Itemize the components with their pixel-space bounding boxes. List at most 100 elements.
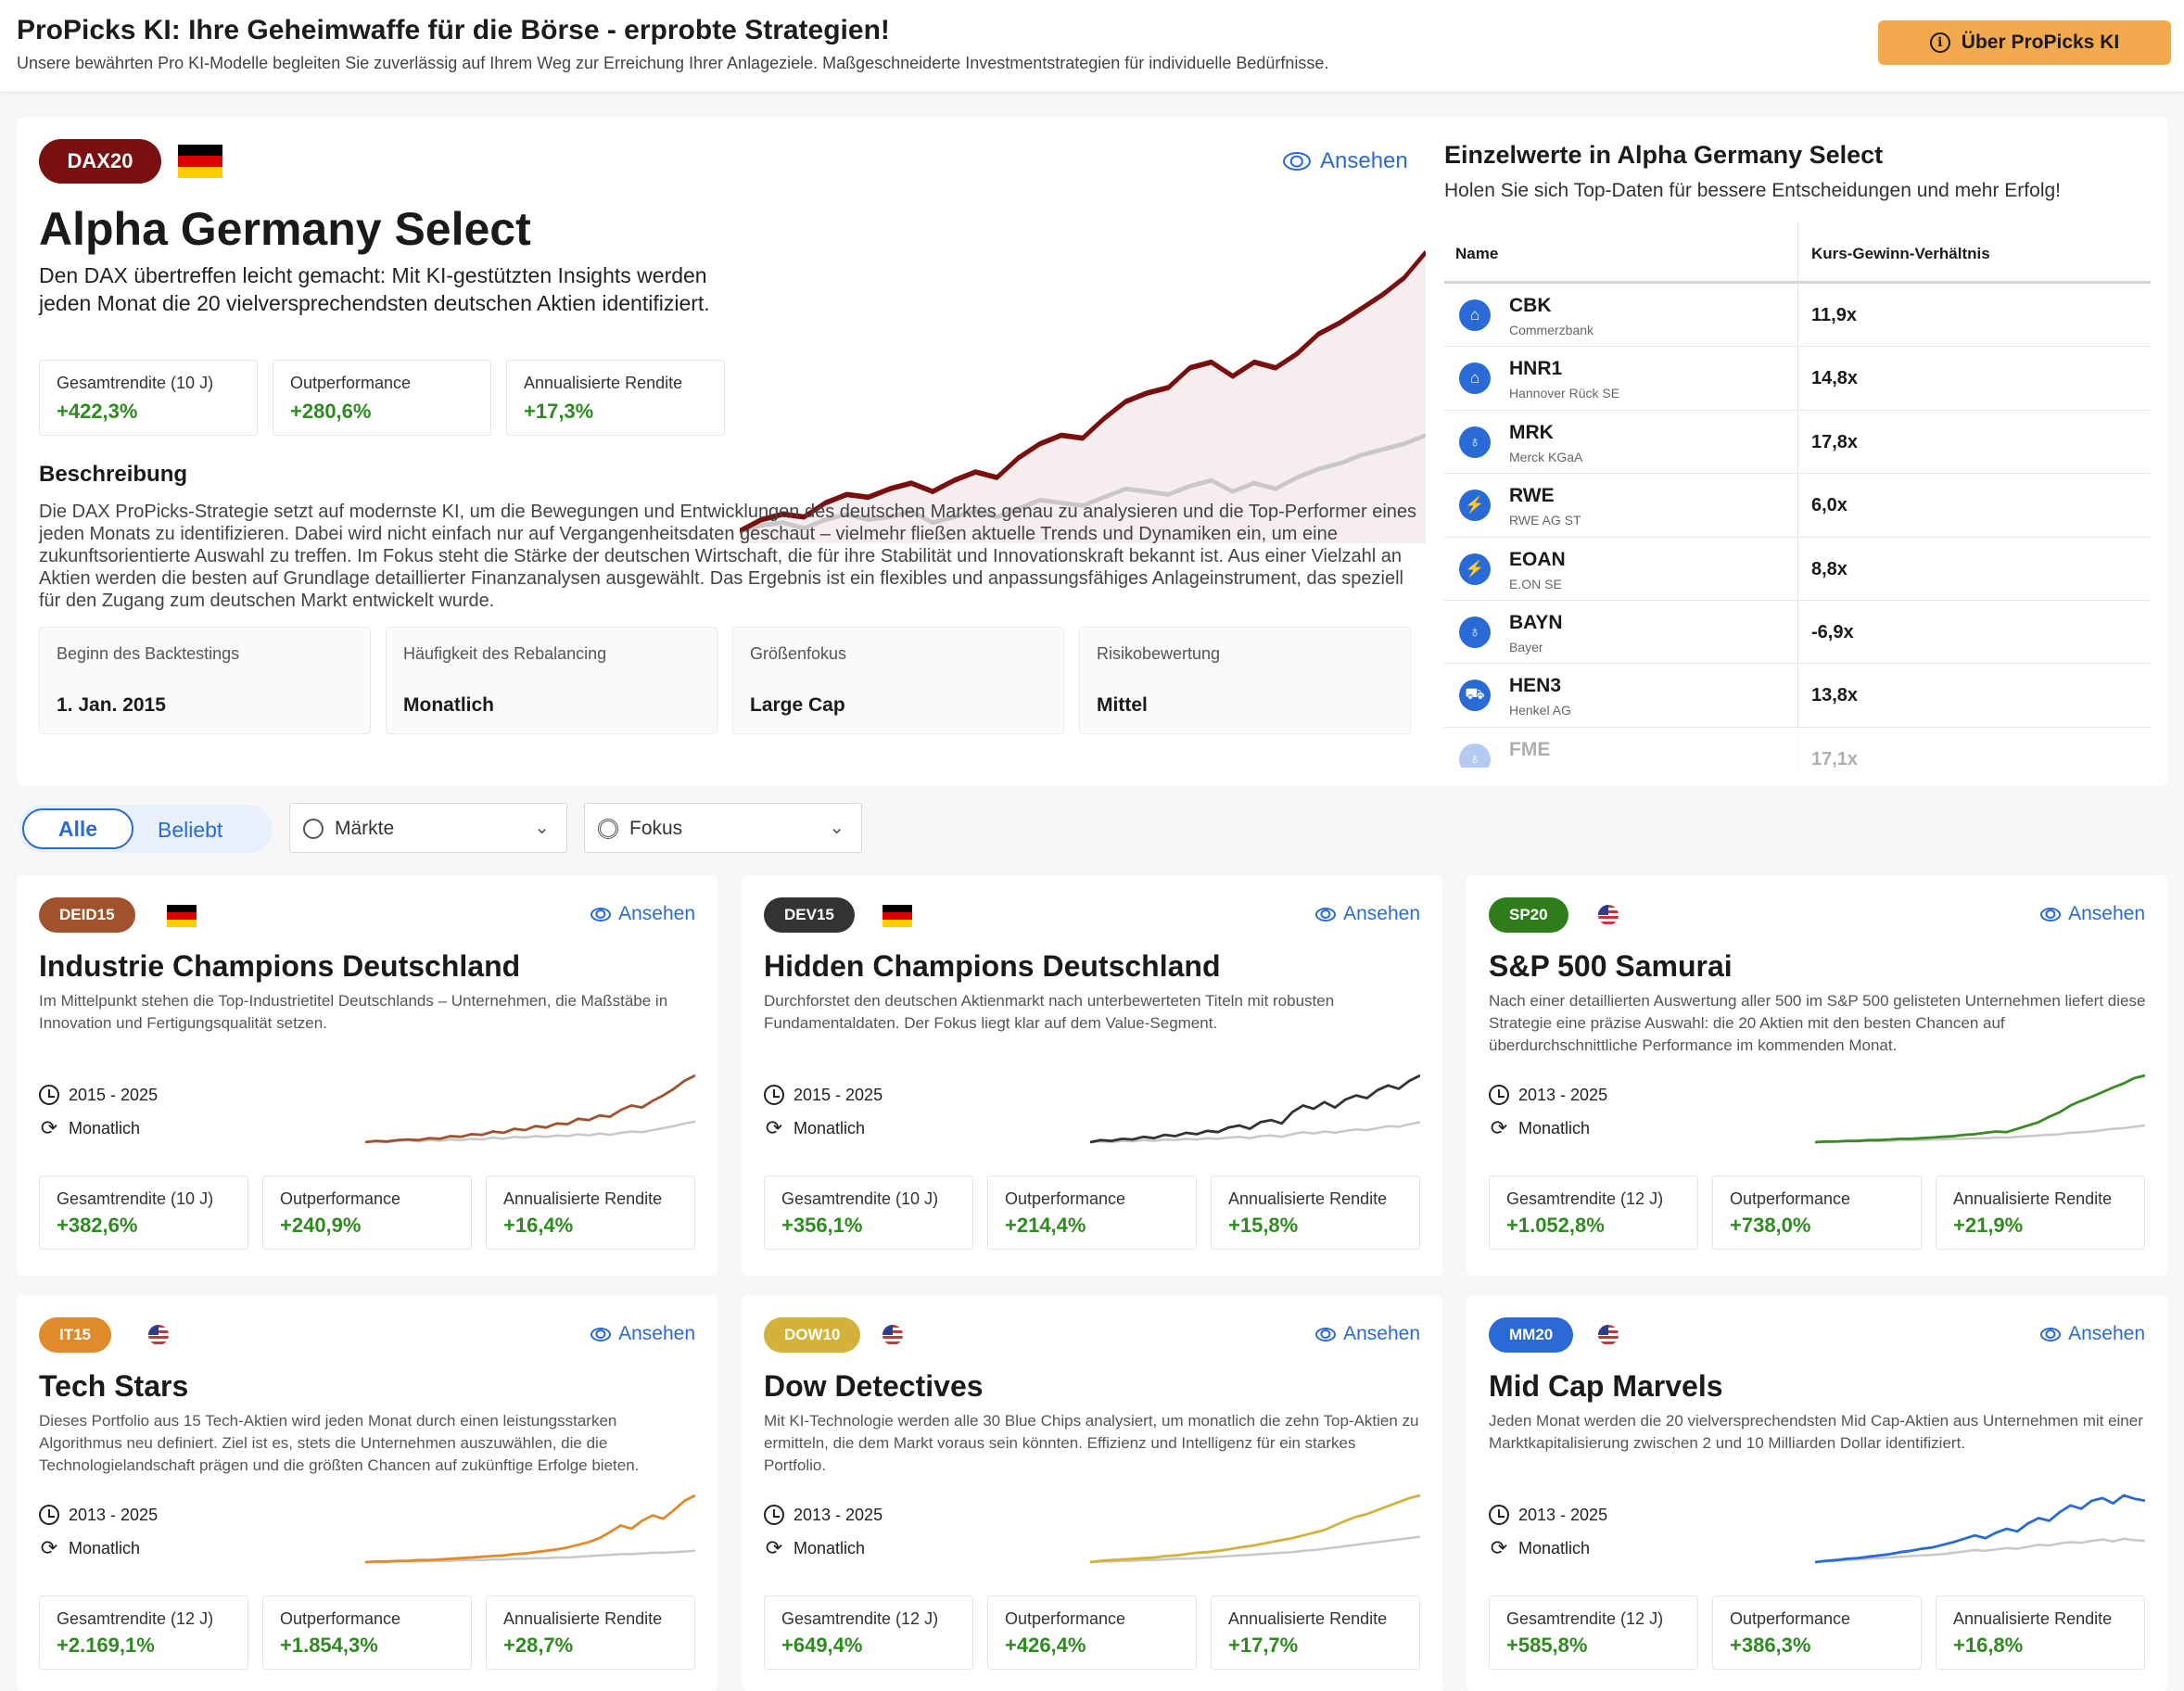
- strategy-card[interactable]: DEV15 Ansehen Hidden Champions Deutschland…: [742, 875, 1442, 1276]
- card-title[interactable]: Hidden Champions Deutschland: [764, 949, 1221, 983]
- info-value: Large Cap: [750, 694, 845, 716]
- stat-box: Gesamtrendite (12 J) +2.169,1%: [39, 1596, 248, 1670]
- stat-value: +426,4%: [1005, 1634, 1086, 1657]
- view-button[interactable]: Ansehen: [1315, 903, 1420, 925]
- refresh-icon: ⟳: [40, 1536, 58, 1559]
- view-button[interactable]: Ansehen: [2040, 903, 2145, 925]
- germany-flag-icon: [882, 905, 912, 927]
- info-value: Mittel: [1097, 694, 1148, 716]
- info-label: Häufigkeit des Rebalancing: [403, 644, 607, 663]
- card-description: Im Mittelpunkt stehen die Top-Industriet…: [39, 992, 668, 1032]
- table-row[interactable]: ♁ FME 17,1x: [1444, 727, 2151, 768]
- view-button[interactable]: Ansehen: [2040, 1323, 2145, 1345]
- column-divider: [1797, 284, 1798, 347]
- info-icon: i: [1929, 32, 1950, 53]
- period-row: 2013 - 2025: [764, 1505, 882, 1525]
- period-text: 2015 - 2025: [794, 1085, 883, 1104]
- card-title[interactable]: Industrie Champions Deutschland: [39, 949, 521, 983]
- ticker-symbol[interactable]: HNR1: [1509, 358, 1563, 380]
- strategy-card[interactable]: MM20 Ansehen Mid Cap Marvels Jeden Monat we…: [1467, 1295, 2167, 1691]
- view-button[interactable]: Ansehen: [1315, 1323, 1420, 1345]
- page-header: ProPicks KI: Ihre Geheimwaffe für die Bö…: [0, 0, 2184, 93]
- ticker-symbol[interactable]: RWE: [1509, 485, 1555, 507]
- card-title[interactable]: Tech Stars: [39, 1369, 189, 1403]
- table-row[interactable]: ⌂ CBK Commerzbank 11,9x: [1444, 284, 2151, 348]
- stat-value: +1.854,3%: [280, 1634, 378, 1657]
- column-header-pe[interactable]: Kurs-Gewinn-Verhältnis: [1811, 245, 1990, 262]
- pe-ratio: 11,9x: [1811, 305, 1857, 325]
- strategy-title: Alpha Germany Select: [39, 203, 531, 255]
- ticker-symbol[interactable]: EOAN: [1509, 548, 1566, 570]
- benchmark-line: [1090, 1535, 1420, 1564]
- strategy-card[interactable]: SP20 Ansehen S&P 500 Samurai Nach einer det…: [1467, 875, 2167, 1276]
- stat-box: Outperformance +1.854,3%: [262, 1596, 472, 1670]
- info-value: Monatlich: [403, 694, 494, 716]
- ticker-symbol[interactable]: BAYN: [1509, 611, 1563, 633]
- stat-box: Outperformance +214,4%: [987, 1176, 1197, 1250]
- benchmark-line: [1090, 1121, 1420, 1144]
- ticker-symbol[interactable]: HEN3: [1509, 675, 1562, 697]
- stat-value: +382,6%: [57, 1214, 138, 1237]
- column-header-name[interactable]: Name: [1455, 245, 1499, 262]
- ticker-symbol[interactable]: MRK: [1509, 421, 1554, 443]
- refresh-icon: ⟳: [1490, 1536, 1508, 1559]
- info-risk: Risikobewertung Mittel: [1079, 627, 1411, 734]
- eye-icon: [590, 907, 612, 922]
- table-row[interactable]: ⚡ EOAN E.ON SE 8,8x: [1444, 537, 2151, 601]
- usa-flag-icon: [1598, 905, 1619, 925]
- table-row[interactable]: ⚡ RWE RWE AG ST 6,0x: [1444, 474, 2151, 538]
- holdings-table[interactable]: Name Kurs-Gewinn-Verhältnis ⌂ CBK Commerzb…: [1444, 222, 2151, 768]
- view-button[interactable]: Ansehen: [1283, 148, 1408, 174]
- globe-icon: [303, 819, 324, 839]
- stat-label: Annualisierte Rendite: [1953, 1189, 2113, 1208]
- markets-dropdown[interactable]: Märkte ⌄: [289, 803, 567, 853]
- tab-popular[interactable]: Beliebt: [158, 818, 223, 842]
- stat-value: +386,3%: [1730, 1634, 1811, 1657]
- strategy-line: [1090, 1074, 1420, 1144]
- benchmark-line: [740, 433, 1426, 534]
- strategy-line: [1815, 1074, 2145, 1144]
- view-label: Ansehen: [1320, 148, 1408, 173]
- view-button[interactable]: Ansehen: [590, 903, 695, 925]
- stat-label: Gesamtrendite (12 J): [57, 1609, 214, 1628]
- table-row[interactable]: ⌂ HNR1 Hannover Rück SE 14,8x: [1444, 347, 2151, 411]
- stat-label: Outperformance: [1730, 1189, 1851, 1208]
- view-button[interactable]: Ansehen: [590, 1323, 695, 1345]
- card-title[interactable]: Dow Detectives: [764, 1369, 984, 1403]
- focus-dropdown[interactable]: Fokus ⌄: [584, 803, 862, 853]
- table-row[interactable]: ⛟ HEN3 Henkel AG 13,8x: [1444, 664, 2151, 728]
- about-propicks-button[interactable]: i Über ProPicks KI: [1878, 20, 2171, 65]
- stat-label: Gesamtrendite (10 J): [57, 374, 214, 392]
- stat-label: Annualisierte Rendite: [503, 1609, 663, 1628]
- frequency-row: ⟳ Monatlich: [39, 1118, 140, 1138]
- card-title[interactable]: Mid Cap Marvels: [1489, 1369, 1723, 1403]
- strategy-area: [740, 252, 1426, 543]
- card-title[interactable]: S&P 500 Samurai: [1489, 949, 1733, 983]
- clock-icon: [39, 1085, 59, 1105]
- eye-icon: [1315, 1327, 1337, 1341]
- strategy-card[interactable]: IT15 Ansehen Tech Stars Dieses Portfolio au…: [17, 1295, 717, 1691]
- period-text: 2013 - 2025: [1518, 1085, 1608, 1104]
- card-description: Durchforstet den deutschen Aktienmarkt n…: [764, 992, 1335, 1032]
- info-size-focus: Größenfokus Large Cap: [732, 627, 1064, 734]
- table-row[interactable]: ♁ MRK Merck KGaA 17,8x: [1444, 410, 2151, 475]
- tab-all[interactable]: Alle: [22, 808, 133, 849]
- strategy-card[interactable]: DEID15 Ansehen Industrie Champions Deutsch…: [17, 875, 717, 1276]
- column-divider: [1797, 600, 1798, 664]
- stat-value: +356,1%: [781, 1214, 863, 1237]
- company-name: Bayer: [1509, 639, 1543, 655]
- stat-label: Outperformance: [1005, 1609, 1126, 1628]
- markets-label: Märkte: [335, 818, 395, 839]
- featured-strategy-panel: DAX20 Ansehen Alpha Germany Select Den D…: [17, 117, 2167, 786]
- period-text: 2013 - 2025: [1518, 1505, 1608, 1524]
- ticker-symbol[interactable]: FME: [1509, 738, 1551, 760]
- stat-label: Gesamtrendite (12 J): [1506, 1609, 1664, 1628]
- ticker-symbol[interactable]: CBK: [1509, 295, 1552, 316]
- column-divider: [1797, 537, 1798, 600]
- table-row[interactable]: ♁ BAYN Bayer -6,9x: [1444, 600, 2151, 665]
- strategy-badge: DOW10: [764, 1317, 861, 1353]
- view-label: Ansehen: [2068, 1323, 2145, 1344]
- stat-box: Annualisierte Rendite +17,7%: [1211, 1596, 1420, 1670]
- strategy-badge: DAX20: [39, 139, 161, 184]
- strategy-card[interactable]: DOW10 Ansehen Dow Detectives Mit KI-Technol…: [742, 1295, 1442, 1691]
